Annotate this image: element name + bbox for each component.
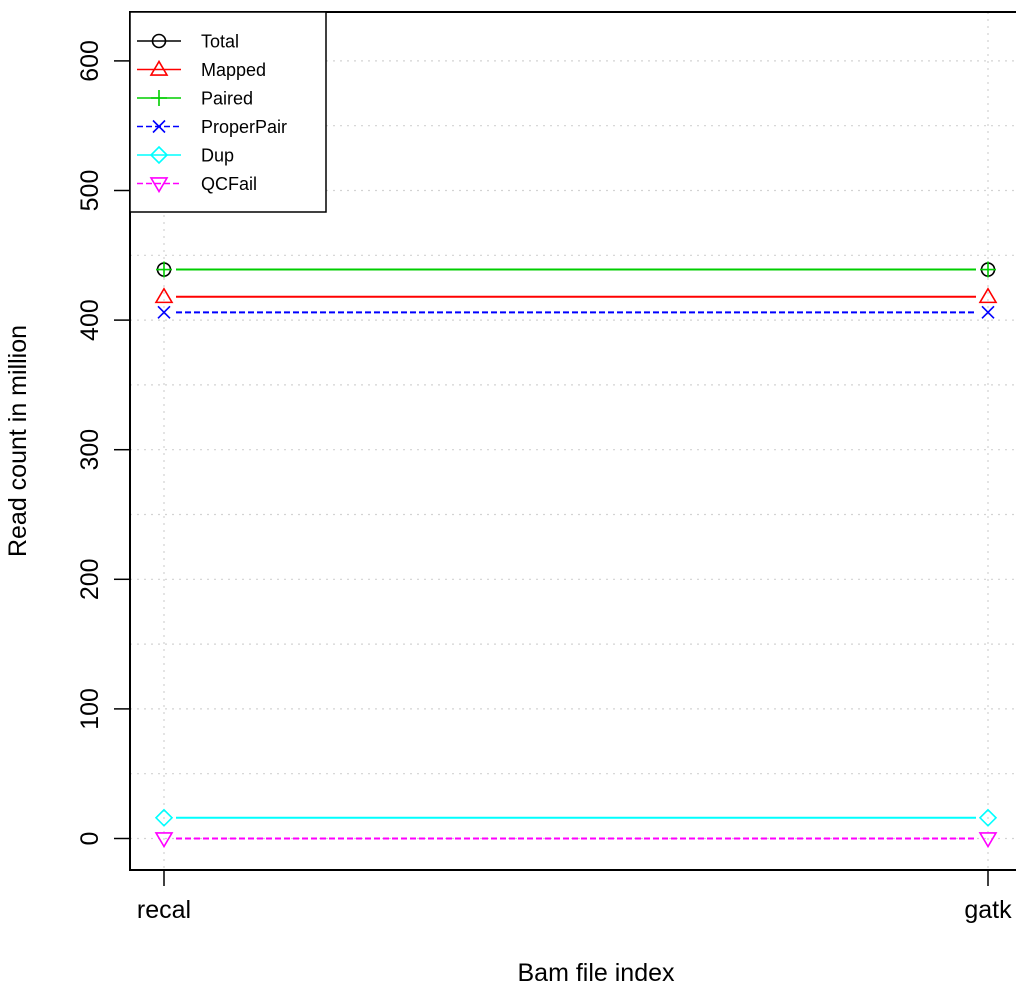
legend-label-mapped: Mapped: [201, 60, 266, 80]
legend-label-paired: Paired: [201, 89, 253, 109]
y-tick-label: 100: [76, 688, 104, 730]
point-mapped: [154, 287, 174, 304]
y-tick-label: 0: [76, 832, 104, 846]
x-axis-label: Bam file index: [517, 959, 675, 987]
grid: [130, 12, 1016, 870]
legend-label-dup: Dup: [201, 146, 234, 166]
point-paired: [980, 261, 996, 278]
y-tick-label: 200: [76, 558, 104, 600]
legend-marker-total: [151, 33, 167, 49]
legend-marker-mapped: [149, 59, 169, 76]
legend-marker-dup: [149, 145, 169, 165]
legend-marker-qcfail: [149, 177, 169, 194]
point-paired: [156, 261, 172, 278]
y-axis: 0 100 200 300 400 500 600: [76, 40, 130, 845]
point-properpair: [157, 305, 171, 319]
legend-label-total: Total: [201, 32, 239, 52]
x-tick-label: recal: [137, 896, 191, 924]
legend: Total Mapped Paired ProperPair Dup QCFail: [129, 11, 327, 213]
y-tick-label: 500: [76, 170, 104, 212]
y-tick-label: 400: [76, 299, 104, 341]
point-dup: [154, 808, 174, 827]
y-tick-label: 600: [76, 40, 104, 82]
y-tick-label: 300: [76, 429, 104, 471]
series-layer: [154, 261, 998, 849]
legend-marker-paired: [151, 90, 167, 106]
point-qcfail: [978, 832, 998, 849]
x-tick-label: gatk: [964, 896, 1012, 924]
point-properpair: [981, 305, 995, 319]
point-mapped: [978, 287, 998, 304]
plot-area-border: [129, 11, 1016, 871]
legend-label-qcfail: QCFail: [201, 174, 257, 194]
legend-label-properpair: ProperPair: [201, 117, 287, 137]
point-qcfail: [154, 832, 174, 849]
legend-marker-properpair: [152, 119, 166, 134]
x-axis: recal gatk: [137, 870, 1012, 924]
point-dup: [978, 808, 998, 827]
y-axis-label: Read count in million: [4, 325, 32, 557]
